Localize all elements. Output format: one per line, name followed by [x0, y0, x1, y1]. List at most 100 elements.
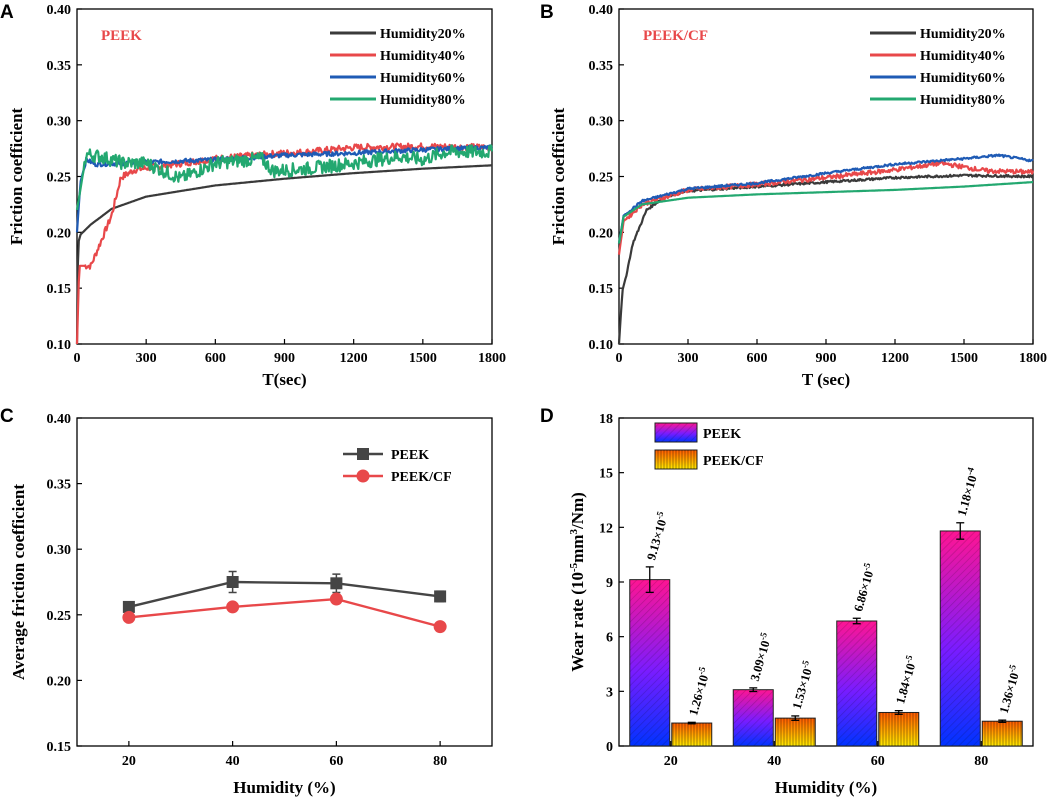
- panel-c-xtick-label: 80: [433, 754, 447, 769]
- panel-d-data-label: 1.36×10-5: [995, 663, 1024, 715]
- panel-d-data-label: 1.26×10-5: [684, 665, 713, 717]
- panel-b-ytick-label: 0.30: [589, 115, 614, 130]
- panel-a-chart: 0.10 0.15 0.20 0.25 0.30 0.35 0.40 0 300 600 900 12…: [7, 3, 506, 389]
- panel-d-ytick-label: 9: [606, 576, 613, 591]
- panel-b-xtick-label: 300: [678, 351, 699, 366]
- panel-d-bar-peek-pattern: [629, 579, 670, 746]
- panel-d-y-axis-title: Wear rate (10-5mm3/Nm): [568, 492, 587, 672]
- panel-c-legend-label: PEEK: [391, 448, 429, 463]
- panel-b-series-line-humidity40: [617, 160, 1035, 255]
- panel-c-ytick-label: 0.30: [47, 543, 72, 558]
- panel-d-xtick-label: 60: [871, 754, 885, 769]
- panel-c-x-axis-title: Humidity (%): [233, 778, 335, 797]
- panel-c-ytick-label: 0.40: [47, 412, 72, 427]
- panel-d-bar-peek-cf-pattern: [671, 723, 712, 746]
- panel-b-legend-label: Humidity20%: [920, 27, 1006, 42]
- panel-c-ytick-label: 0.20: [47, 674, 72, 689]
- panel-c-marker: [433, 620, 447, 634]
- panel-b-x-axis-title: T (sec): [802, 370, 850, 389]
- panel-a-xtick-label: 900: [274, 351, 295, 366]
- panel-d-ytick-label: 6: [606, 631, 613, 646]
- panel-c-marker: [122, 600, 135, 613]
- panel-c-ytick-label: 0.25: [47, 609, 72, 624]
- panel-c-y-axis-title: Average friction coefficient: [9, 484, 28, 680]
- panel-b-xtick-label: 1800: [1019, 351, 1047, 366]
- panel-a-xtick-label: 1800: [478, 351, 506, 366]
- panel-d-ytick-label: 12: [599, 521, 613, 536]
- panel-b-series-line-humidity80: [617, 181, 1034, 244]
- panel-d-bar-peek-pattern: [836, 620, 877, 746]
- panel-a-ytick-label: 0.35: [47, 59, 72, 74]
- panel-a-series-line-humidity80: [75, 144, 494, 211]
- panel-a-title: PEEK: [101, 28, 142, 44]
- panel-letter-d: D: [540, 406, 554, 427]
- panel-c-series-line-peek-cf: [128, 597, 441, 628]
- panel-d-bar-peek-cf-pattern: [878, 712, 919, 746]
- panel-a-legend-label: Humidity60%: [380, 71, 466, 86]
- panel-c-marker: [226, 576, 239, 588]
- panel-d-data-label: 3.09×10-5: [746, 631, 775, 683]
- panel-b-ytick-label: 0.15: [589, 282, 614, 297]
- panel-d-chart: 0 3 6 9 12 15 18 20 9.13×10-5 1.26×10-5 40 3.09×10-…: [568, 412, 1034, 797]
- panel-c-legend-marker: [357, 448, 369, 460]
- panel-d-legend-label: PEEK/CF: [703, 454, 764, 469]
- panel-b-xtick-label: 0: [616, 351, 623, 366]
- panel-b-series-line-humidity60: [617, 153, 1034, 244]
- panel-a-ytick-label: 0.20: [47, 226, 72, 241]
- panel-c-legend-marker: [356, 469, 370, 483]
- panel-a-legend-label: Humidity20%: [380, 27, 466, 42]
- panel-d-data-label: 6.86×10-5: [849, 561, 878, 613]
- panel-c-legend-label: PEEK/CF: [391, 470, 452, 485]
- panel-d-data-label: 1.18×10-4: [953, 466, 982, 518]
- panel-d-bar-peek-pattern: [733, 689, 774, 746]
- panel-d-legend-swatch-pattern: [655, 450, 697, 469]
- panel-b-ytick-label: 0.35: [589, 59, 614, 74]
- panel-d-x-axis-title: Humidity (%): [775, 778, 877, 797]
- panel-a-ytick-label: 0.30: [47, 115, 72, 130]
- panel-a-series-line-humidity60: [75, 144, 494, 233]
- panel-b-xtick-label: 1200: [881, 351, 909, 366]
- panel-a-series-line-humidity20: [75, 164, 493, 345]
- panel-d-ytick-label: 3: [606, 685, 613, 700]
- panel-c-plot-frame: [76, 417, 493, 747]
- panel-b-xtick-label: 900: [816, 351, 837, 366]
- panel-c-marker: [122, 610, 136, 624]
- panel-letter-b: B: [540, 2, 554, 23]
- panel-b-xtick-label: 1500: [950, 351, 978, 366]
- panel-c-chart: 0.15 0.20 0.25 0.30 0.35 0.40 20 40 60 80 PEEK PEEK…: [9, 412, 493, 797]
- panel-a-xtick-label: 0: [74, 351, 81, 366]
- panel-c-ytick-label: 0.35: [47, 478, 72, 493]
- panel-b-ytick-label: 0.10: [589, 338, 614, 353]
- panel-a-ytick-label: 0.10: [47, 338, 72, 353]
- panel-b-legend-label: Humidity80%: [920, 93, 1006, 108]
- panel-c-marker: [434, 590, 447, 603]
- panel-letter-a: A: [0, 2, 14, 23]
- panel-letter-c: C: [0, 406, 14, 427]
- panel-b-ytick-label: 0.25: [589, 171, 614, 186]
- panel-d-bar-peek-cf-pattern: [775, 718, 816, 746]
- panel-a-xtick-label: 300: [136, 351, 157, 366]
- panel-c-marker: [329, 592, 343, 606]
- panel-a-xtick-label: 600: [205, 351, 226, 366]
- panel-c-marker: [226, 600, 240, 614]
- panel-d-xtick-label: 80: [974, 754, 988, 769]
- panel-b-xtick-label: 600: [747, 351, 768, 366]
- panel-d-xtick-label: 40: [767, 754, 781, 769]
- panel-d-ytick-label: 0: [606, 740, 613, 755]
- panel-d-xtick-label: 20: [664, 754, 678, 769]
- panel-a-xtick-label: 1500: [409, 351, 437, 366]
- panel-d-data-label: 1.53×10-5: [788, 659, 817, 711]
- panel-a-y-axis-title: Friction coefficient: [7, 107, 26, 245]
- panel-a-legend-label: Humidity80%: [380, 93, 466, 108]
- panel-b-title: PEEK/CF: [643, 28, 708, 44]
- panel-d-bar-peek-cf-pattern: [982, 721, 1023, 746]
- panel-a-ytick-label: 0.15: [47, 282, 72, 297]
- panel-d-legend-label: PEEK: [703, 427, 741, 442]
- panel-c-xtick-label: 20: [122, 754, 136, 769]
- panel-d-ytick-label: 15: [599, 467, 613, 482]
- panel-b-chart: 0.10 0.15 0.20 0.25 0.30 0.35 0.40 0 300 600 900 12…: [549, 3, 1047, 389]
- panel-d-data-label: 9.13×10-5: [642, 510, 671, 562]
- panel-a-legend-label: Humidity40%: [380, 49, 466, 64]
- panel-c-xtick-label: 40: [226, 754, 240, 769]
